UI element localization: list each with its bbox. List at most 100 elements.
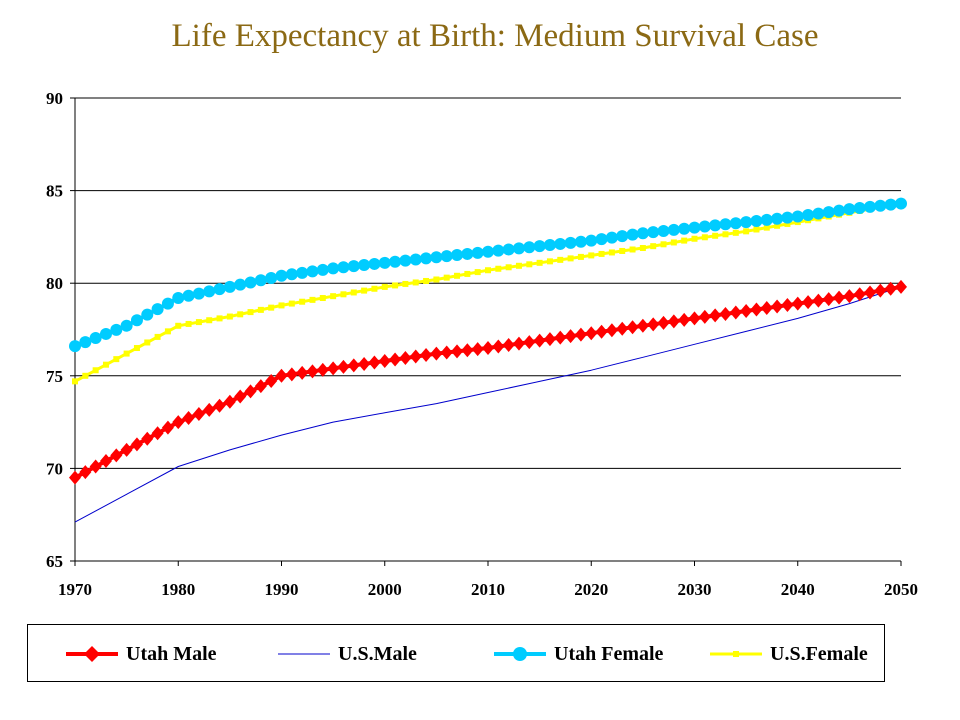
point-utah-male-2047 [864, 285, 877, 300]
point-utah-male-1973 [99, 453, 112, 468]
point-u-s-female-2007 [454, 272, 461, 279]
point-u-s-female-1977 [144, 339, 151, 346]
point-utah-female-2042 [812, 207, 825, 220]
x-tick-label-2040: 2040 [781, 580, 815, 599]
point-utah-male-2007 [451, 344, 464, 359]
point-utah-female-2025 [636, 227, 649, 240]
point-utah-male-2039 [781, 298, 794, 313]
point-utah-female-2021 [595, 233, 608, 246]
point-u-s-female-1981 [185, 320, 192, 327]
x-tick-label-1970: 1970 [58, 580, 92, 599]
point-utah-male-2042 [812, 293, 825, 308]
point-u-s-female-1972 [92, 367, 99, 374]
point-utah-female-1979 [161, 297, 174, 310]
point-utah-female-1986 [234, 278, 247, 291]
point-utah-female-2033 [719, 218, 732, 231]
point-utah-male-2030 [688, 311, 701, 326]
point-u-s-female-1991 [288, 300, 295, 307]
point-utah-male-1995 [327, 361, 340, 376]
point-utah-female-1973 [99, 327, 112, 340]
point-u-s-female-2029 [681, 237, 688, 244]
point-u-s-female-2022 [608, 249, 615, 256]
point-utah-female-2023 [616, 230, 629, 243]
series-utah-female [69, 197, 907, 353]
point-u-s-female-1993 [309, 296, 316, 303]
point-utah-female-1998 [358, 259, 371, 272]
point-utah-male-1996 [337, 359, 350, 374]
point-utah-male-1990 [275, 368, 288, 383]
point-utah-female-1984 [213, 283, 226, 296]
point-u-s-female-2006 [443, 274, 450, 281]
point-utah-male-2016 [543, 332, 556, 347]
point-u-s-female-1986 [237, 311, 244, 318]
point-utah-female-1981 [182, 289, 195, 302]
point-utah-female-1975 [120, 319, 133, 332]
point-utah-female-2008 [461, 247, 474, 260]
point-utah-male-2000 [378, 353, 391, 368]
point-utah-male-2037 [760, 301, 773, 316]
point-utah-male-2031 [698, 309, 711, 324]
point-u-s-female-2018 [567, 255, 574, 262]
point-utah-male-1975 [120, 442, 133, 457]
point-utah-female-2005 [430, 251, 443, 264]
point-u-s-female-1984 [216, 315, 223, 322]
point-utah-female-1977 [141, 308, 154, 321]
point-utah-male-2038 [771, 299, 784, 314]
point-utah-male-2035 [740, 303, 753, 318]
point-utah-female-1991 [285, 268, 298, 281]
point-utah-male-1976 [130, 437, 143, 452]
point-utah-female-2016 [543, 239, 556, 252]
point-u-s-female-2037 [763, 224, 770, 231]
y-tick-labels: 65 70 75 80 85 90 [46, 89, 63, 571]
point-utah-female-2032 [709, 219, 722, 232]
point-utah-male-2013 [512, 336, 525, 351]
point-utah-male-1999 [368, 355, 381, 370]
point-u-s-female-2031 [701, 234, 708, 241]
point-utah-male-1979 [161, 420, 174, 435]
point-utah-female-2035 [740, 216, 753, 229]
point-u-s-female-2019 [577, 253, 584, 260]
point-u-s-female-1992 [299, 298, 306, 305]
point-utah-female-2036 [750, 214, 763, 227]
point-utah-male-1977 [141, 431, 154, 446]
point-utah-male-2002 [399, 351, 412, 366]
point-utah-male-2050 [895, 279, 907, 294]
point-utah-female-2047 [864, 200, 877, 213]
legend-item-us-female: U.S.Female [708, 625, 868, 683]
point-u-s-female-2010 [485, 267, 491, 274]
point-u-s-female-2002 [402, 280, 409, 287]
point-u-s-female-1989 [268, 304, 275, 311]
point-u-s-female-2003 [412, 279, 419, 286]
point-utah-female-2037 [760, 213, 773, 226]
point-utah-male-2006 [440, 345, 453, 360]
point-u-s-female-2013 [515, 262, 522, 269]
point-utah-male-1987 [244, 384, 257, 399]
point-utah-male-1992 [296, 365, 309, 380]
point-u-s-female-2036 [753, 226, 760, 233]
legend-item-utah-male: Utah Male [64, 625, 217, 683]
point-utah-male-2014 [523, 335, 536, 350]
point-u-s-female-2033 [722, 231, 729, 238]
point-utah-male-2019 [574, 327, 587, 342]
point-utah-male-2017 [554, 330, 567, 345]
point-u-s-female-1990 [278, 302, 285, 309]
point-u-s-female-2027 [660, 241, 667, 248]
point-utah-female-1974 [110, 323, 123, 336]
x-tick-label-2020: 2020 [574, 580, 608, 599]
point-utah-male-1980 [172, 415, 185, 430]
x-tick-labels: 1970 1980 1990 2000 2010 2020 2030 2040 2050 [58, 580, 918, 599]
point-utah-female-2028 [667, 223, 680, 236]
axes [70, 97, 902, 566]
point-utah-male-2011 [492, 339, 505, 354]
point-u-s-female-2016 [546, 258, 553, 265]
point-utah-female-2030 [688, 221, 701, 234]
x-tick-label-2000: 2000 [368, 580, 402, 599]
x-tick-label-1990: 1990 [265, 580, 299, 599]
point-utah-female-1985 [223, 280, 236, 293]
point-utah-female-2041 [802, 209, 815, 222]
point-utah-male-1991 [285, 367, 298, 382]
legend-swatch-us-female [710, 651, 762, 657]
point-utah-female-2040 [791, 210, 804, 223]
point-utah-female-2007 [451, 249, 464, 262]
point-utah-female-2018 [564, 236, 577, 249]
